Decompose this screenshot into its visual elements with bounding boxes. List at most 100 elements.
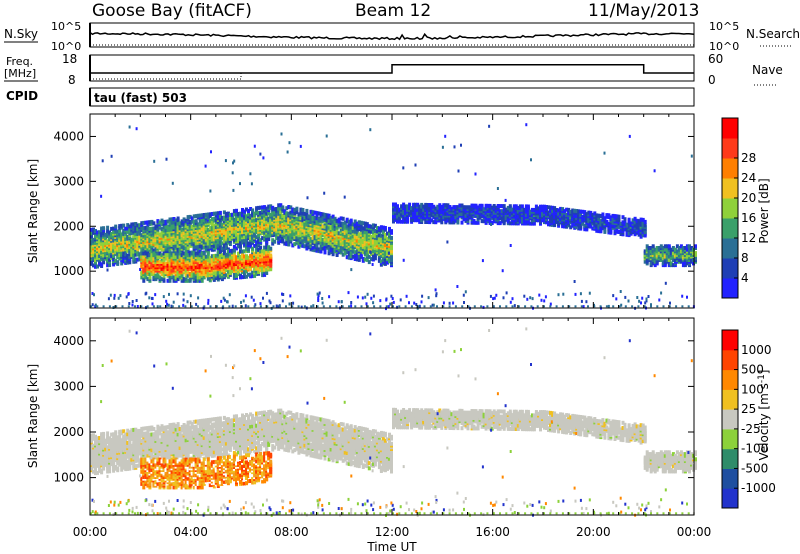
power-cell <box>607 221 611 226</box>
power-cell <box>460 220 464 225</box>
power-cell <box>174 218 178 223</box>
power-cell <box>313 243 317 248</box>
power-cell <box>113 296 116 300</box>
power-cell <box>186 278 190 283</box>
power-cell <box>492 297 495 301</box>
power-cell <box>124 250 128 255</box>
power-cell <box>440 208 444 213</box>
power-cell <box>641 296 644 300</box>
power-cell <box>363 225 367 230</box>
power-cell <box>329 248 333 253</box>
power-cell <box>206 276 210 281</box>
power-cell <box>156 305 159 309</box>
power-cell <box>373 229 377 233</box>
power-cell <box>319 249 323 254</box>
power-cell <box>293 211 297 216</box>
power-cell <box>190 241 194 246</box>
power-cell <box>545 205 548 209</box>
power-cell <box>363 245 367 250</box>
power-cell <box>615 297 618 301</box>
power-cell <box>154 248 158 253</box>
power-cell <box>430 208 434 213</box>
power-cell <box>365 230 369 235</box>
power-cell <box>514 204 518 209</box>
power-cell <box>549 205 552 210</box>
power-cell <box>192 228 196 232</box>
power-cell <box>363 221 367 226</box>
power-cell <box>172 220 176 225</box>
power-cell <box>239 249 242 254</box>
power-cell <box>142 226 146 231</box>
power-cell <box>158 254 162 259</box>
power-cell <box>275 234 279 239</box>
power-cell <box>355 230 359 235</box>
power-cell <box>615 217 619 222</box>
power-cell <box>230 235 234 239</box>
power-cell <box>275 207 279 211</box>
power-cell <box>134 252 138 257</box>
power-cell <box>226 211 230 216</box>
power-cell <box>208 276 212 281</box>
power-cell <box>267 245 271 250</box>
power-cell <box>226 269 230 274</box>
power-cell <box>190 230 194 234</box>
power-cell <box>516 218 520 222</box>
power-cell <box>247 209 250 213</box>
power-cell <box>198 253 202 258</box>
power-cell <box>373 232 377 237</box>
power-cell <box>328 295 331 299</box>
power-cell <box>255 218 259 223</box>
power-cell <box>577 209 581 214</box>
power-cell <box>367 224 371 229</box>
power-cell <box>243 269 246 274</box>
power-cell <box>126 253 130 258</box>
power-cell <box>210 220 214 225</box>
power-cell <box>216 275 220 280</box>
power-cell <box>394 214 397 219</box>
power-cell <box>232 253 236 258</box>
power-cell <box>347 242 351 246</box>
power-cell <box>379 233 383 238</box>
power-cell <box>456 220 460 225</box>
power-cell <box>543 208 546 213</box>
power-cell <box>468 205 472 210</box>
power-cell <box>385 298 388 302</box>
power-cell <box>364 295 367 299</box>
power-cell <box>541 208 544 213</box>
power-cell <box>345 255 349 260</box>
power-cell <box>597 225 601 230</box>
power-cell <box>441 145 444 149</box>
power-cell <box>195 302 198 306</box>
power-cell <box>480 219 484 224</box>
power-cell <box>317 247 321 252</box>
power-cell <box>593 211 597 216</box>
power-cell <box>263 272 267 277</box>
power-cell <box>470 207 474 211</box>
power-cell <box>120 232 124 237</box>
power-cell <box>251 274 255 279</box>
power-cell <box>131 303 134 307</box>
power-cell <box>176 243 180 248</box>
power-cell <box>239 182 241 186</box>
power-cell <box>357 232 361 237</box>
power-cell <box>361 221 365 226</box>
power-cell <box>252 298 255 302</box>
power-cell <box>140 248 144 253</box>
power-cell <box>190 219 194 224</box>
power-cell <box>394 202 397 207</box>
power-cell <box>633 216 637 221</box>
power-cell <box>283 221 287 226</box>
power-cell <box>184 251 188 256</box>
power-cell <box>547 205 550 210</box>
power-cell <box>573 208 577 213</box>
power-cell <box>617 214 621 219</box>
power-cell <box>472 203 476 208</box>
power-cell <box>134 232 138 237</box>
power-cell <box>107 297 110 301</box>
power-cell <box>152 251 156 256</box>
power-cell <box>292 301 295 305</box>
power-cell <box>347 219 351 224</box>
power-cell <box>293 208 297 212</box>
power-cell <box>482 207 486 212</box>
power-cell <box>363 230 367 235</box>
